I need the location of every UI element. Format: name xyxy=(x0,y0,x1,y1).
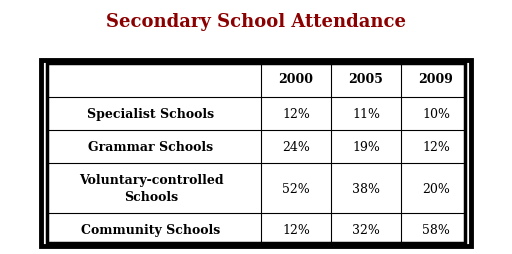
Text: 2005: 2005 xyxy=(349,73,383,86)
Text: 11%: 11% xyxy=(352,107,380,120)
Text: Community Schools: Community Schools xyxy=(81,223,221,236)
Text: 58%: 58% xyxy=(422,223,450,236)
Text: Secondary School Attendance: Secondary School Attendance xyxy=(106,13,406,31)
Text: 24%: 24% xyxy=(282,140,310,153)
Text: 10%: 10% xyxy=(422,107,450,120)
Text: Grammar Schools: Grammar Schools xyxy=(89,140,214,153)
Text: 12%: 12% xyxy=(422,140,450,153)
Text: 38%: 38% xyxy=(352,182,380,195)
Text: 20%: 20% xyxy=(422,182,450,195)
Text: 2009: 2009 xyxy=(419,73,454,86)
Text: 2000: 2000 xyxy=(279,73,313,86)
Text: Voluntary-controlled
Schools: Voluntary-controlled Schools xyxy=(79,173,223,203)
Text: 12%: 12% xyxy=(282,107,310,120)
Text: 19%: 19% xyxy=(352,140,380,153)
Text: 12%: 12% xyxy=(282,223,310,236)
Text: 32%: 32% xyxy=(352,223,380,236)
Text: Specialist Schools: Specialist Schools xyxy=(88,107,215,120)
Text: 52%: 52% xyxy=(282,182,310,195)
